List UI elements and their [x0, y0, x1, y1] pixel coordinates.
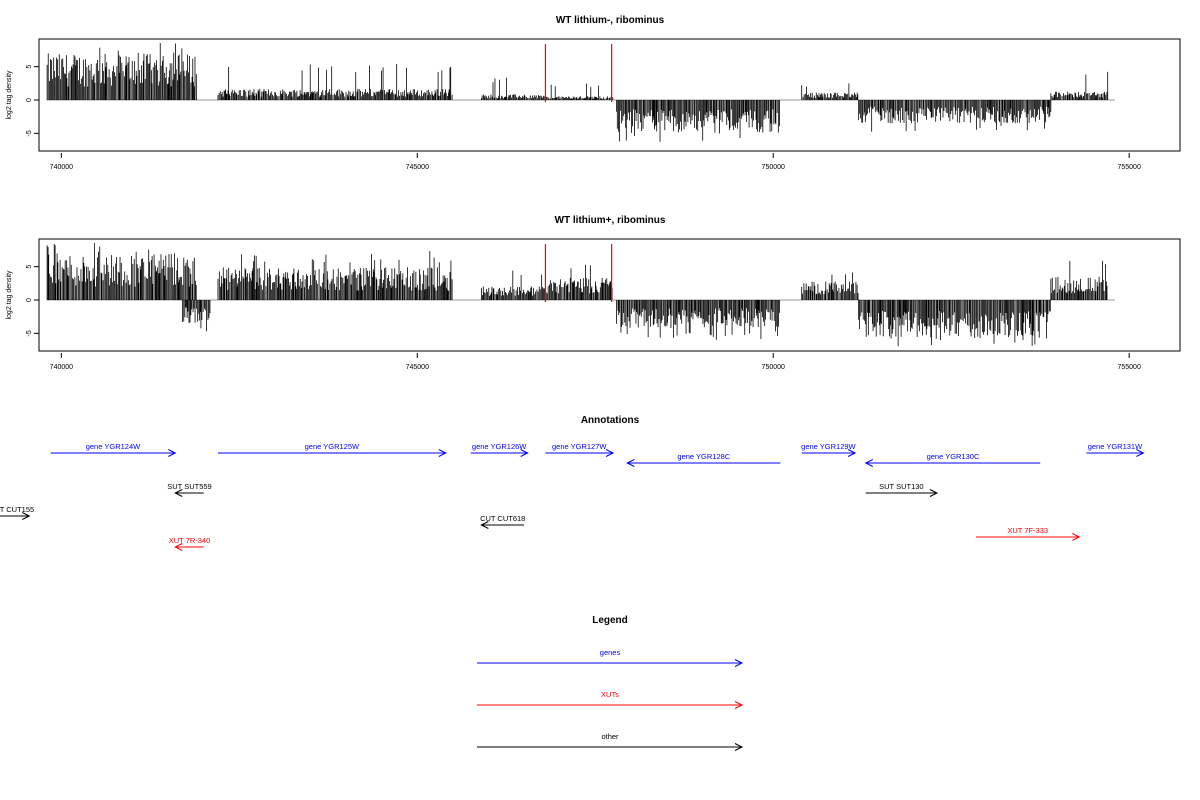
annotations-title: Annotations — [581, 415, 640, 426]
annotation-feature: SUT SUT130 — [865, 482, 939, 497]
annotation-arrow-head — [1136, 449, 1145, 457]
annotation-label: gene YGR129W — [801, 442, 856, 451]
annotation-feature: gene YGR126W — [470, 442, 529, 457]
annotation-feature: CUT CUT155 — [0, 505, 34, 520]
legend-label: XUTs — [601, 690, 619, 699]
annotation-label: XUT 7F-333 — [1007, 526, 1048, 535]
x-tick-label: 745000 — [406, 164, 429, 171]
annotation-label: gene YGR127W — [552, 442, 607, 451]
annotation-feature: SUT SUT559 — [167, 482, 212, 497]
annotation-feature: gene YGR128C — [626, 452, 781, 467]
panel-1-title: WT lithium-, ribominus — [556, 15, 665, 26]
annotation-arrow-head — [1072, 533, 1081, 541]
x-tick-label: 745000 — [406, 364, 429, 371]
legend-label: other — [601, 732, 619, 741]
annotation-arrow-head — [168, 449, 177, 457]
y-tick-label: 5 — [26, 65, 33, 69]
annotation-arrow-head — [438, 449, 447, 457]
annotation-feature: gene YGR127W — [545, 442, 615, 457]
y-tick-label: 5 — [26, 265, 33, 269]
annotation-label: gene YGR125W — [305, 442, 360, 451]
x-tick-label: 750000 — [762, 364, 785, 371]
panel-2-axes: 740000 745000 750000 755000 -5 0 5 — [26, 265, 1141, 371]
legend-entries: genes XUTs other — [477, 648, 744, 751]
x-tick-label: 755000 — [1117, 364, 1140, 371]
x-tick-label: 750000 — [762, 164, 785, 171]
annotations-panel: Annotations gene YGR124W gene YGR125W gene… — [0, 415, 1145, 551]
annotation-arrow-head — [22, 512, 31, 520]
x-tick-label: 755000 — [1117, 164, 1140, 171]
annotation-arrow-head — [626, 459, 635, 467]
track-panel-1: WT lithium-, ribominus 740000 745000 75000… — [6, 15, 1181, 171]
legend-title: Legend — [592, 615, 628, 626]
annotation-feature: gene YGR124W — [50, 442, 177, 457]
annotation-label: CUT CUT155 — [0, 505, 34, 514]
annotation-arrow-head — [174, 543, 183, 551]
annotation-feature: gene YGR125W — [217, 442, 447, 457]
panel-2-frame — [38, 238, 1181, 352]
annotation-feature: gene YGR130C — [864, 452, 1041, 467]
annotation-feature: CUT CUT618 — [480, 514, 525, 529]
annotation-label: XUT 7R-340 — [169, 536, 211, 545]
legend-arrow-head — [734, 743, 744, 751]
panel-1-bars — [46, 43, 1115, 142]
annotation-label: gene YGR126W — [472, 442, 527, 451]
annotation-label: gene YGR130C — [927, 452, 980, 461]
annotation-arrow-head — [847, 449, 857, 457]
panel-2-bars — [46, 242, 1115, 347]
panel-1-y-axis-label: log2 tag density — [6, 70, 13, 120]
annotation-feature: XUT 7R-340 — [169, 536, 211, 551]
annotation-label: CUT CUT618 — [480, 514, 525, 523]
panel-2-y-axis-label: log2 tag density — [6, 270, 13, 320]
x-tick-label: 740000 — [50, 364, 73, 371]
legend-arrow-head — [734, 659, 744, 667]
track-panel-2: WT lithium+, ribominus 740000 745000 75000… — [6, 215, 1181, 371]
legend-entry: other — [477, 732, 744, 751]
annotation-feature: gene YGR129W — [801, 442, 857, 457]
annotation-label: SUT SUT130 — [879, 482, 923, 491]
annotation-label: gene YGR131W — [1088, 442, 1143, 451]
legend-entry: XUTs — [477, 690, 744, 709]
panel-2-title: WT lithium+, ribominus — [555, 215, 666, 226]
y-tick-label: -5 — [26, 330, 33, 336]
annotation-arrow-head — [480, 521, 489, 529]
legend-arrow-head — [734, 701, 744, 709]
legend-entry: genes — [477, 648, 744, 667]
annotation-label: gene YGR124W — [86, 442, 141, 451]
x-tick-label: 740000 — [50, 164, 73, 171]
annotation-label: gene YGR128C — [677, 452, 730, 461]
annotation-label: SUT SUT559 — [167, 482, 211, 491]
legend-label: genes — [600, 648, 621, 657]
panel-1-frame — [38, 38, 1181, 152]
annotation-feature: gene YGR131W — [1086, 442, 1145, 457]
annotation-features: gene YGR124W gene YGR125W gene YGR126W gene… — [0, 442, 1145, 551]
annotation-arrow-head — [605, 449, 615, 457]
panel-1-axes: 740000 745000 750000 755000 -5 0 5 — [26, 65, 1141, 171]
annotation-arrow-head — [520, 449, 529, 457]
legend-panel: Legend genes XUTs other — [477, 615, 744, 751]
annotation-feature: XUT 7F-333 — [976, 526, 1081, 541]
y-tick-label: 0 — [26, 298, 33, 302]
annotation-arrow-head — [864, 459, 873, 467]
y-tick-label: 0 — [26, 98, 33, 102]
annotation-arrow-head — [929, 489, 939, 497]
y-tick-label: -5 — [26, 130, 33, 136]
annotation-arrow-head — [174, 489, 183, 497]
